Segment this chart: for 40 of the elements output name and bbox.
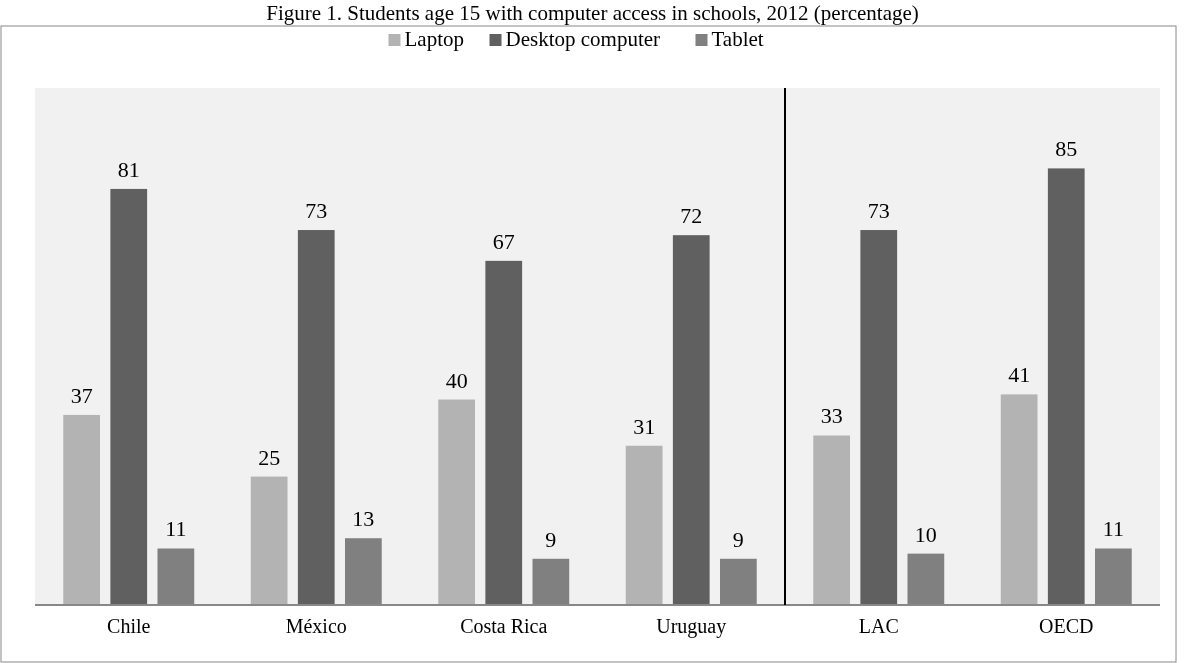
- legend-label: Desktop computer: [505, 27, 661, 51]
- data-label: 9: [545, 526, 557, 552]
- data-label: 37: [70, 382, 93, 408]
- bar: [63, 414, 101, 605]
- data-label: 13: [352, 506, 375, 532]
- x-tick-label: Uruguay: [656, 615, 727, 638]
- data-label: 73: [867, 198, 890, 224]
- bar: [1047, 168, 1085, 605]
- data-label: 72: [680, 203, 703, 229]
- x-tick-label: LAC: [858, 615, 899, 637]
- data-label: 25: [258, 444, 281, 470]
- data-label: 81: [117, 156, 140, 182]
- data-label: 33: [820, 403, 843, 429]
- legend-label: Tablet: [711, 27, 764, 51]
- bar: [860, 230, 898, 605]
- bar: [438, 399, 476, 605]
- bar: [672, 235, 710, 605]
- data-label: 73: [305, 198, 328, 224]
- x-tick-label: Chile: [107, 615, 151, 637]
- x-tick-label: México: [285, 615, 347, 637]
- data-label: 40: [445, 367, 468, 393]
- data-label: 41: [1008, 362, 1031, 388]
- data-label: 11: [1102, 516, 1124, 542]
- legend-label: Laptop: [404, 27, 464, 51]
- bar: [250, 476, 288, 605]
- bar: [1000, 394, 1038, 605]
- x-tick-label: OECD: [1039, 615, 1094, 637]
- data-label: 31: [633, 413, 656, 439]
- data-label: 11: [165, 516, 187, 542]
- bar: [485, 260, 523, 605]
- bar: [297, 230, 335, 605]
- bar: [813, 435, 851, 605]
- chart-title: Figure 1. Students age 15 with computer access in schools, 2012 (percentage): [266, 1, 919, 25]
- bar: [110, 188, 148, 605]
- data-label: 85: [1055, 136, 1078, 162]
- data-label: 9: [732, 526, 744, 552]
- data-label: 10: [914, 521, 937, 547]
- bar: [625, 445, 663, 605]
- x-tick-label: Costa Rica: [460, 615, 548, 637]
- data-label: 67: [492, 228, 515, 254]
